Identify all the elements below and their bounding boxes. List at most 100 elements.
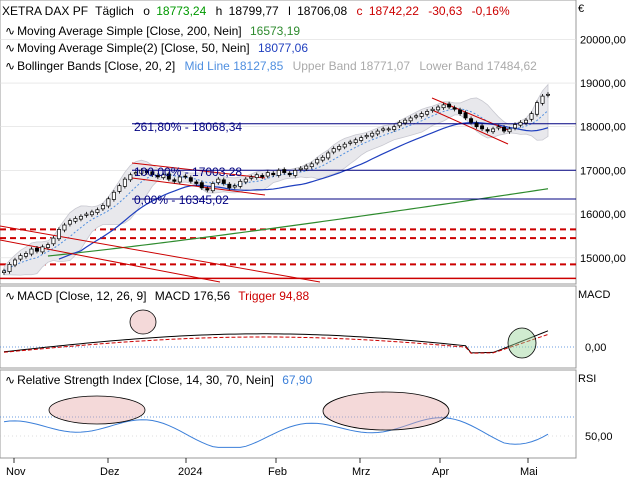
price-tick-label: 19000,00 bbox=[580, 78, 626, 90]
x-tick-label: Feb bbox=[268, 466, 287, 478]
candle-body bbox=[359, 137, 364, 141]
candle-body bbox=[463, 112, 468, 119]
ma50-legend: ∿ Moving Average Simple(2) [Close, 50, Ne… bbox=[5, 41, 308, 55]
candle-body bbox=[331, 148, 336, 153]
x-tick-label: Nov bbox=[6, 466, 26, 478]
candle-body bbox=[62, 224, 67, 231]
candle-body bbox=[183, 175, 188, 178]
candle-body bbox=[315, 159, 320, 164]
macd-panel bbox=[0, 285, 577, 369]
candle-body bbox=[386, 128, 391, 131]
candle-body bbox=[13, 259, 17, 266]
candle-body bbox=[276, 170, 281, 176]
candle-body bbox=[419, 113, 424, 117]
candle-body bbox=[210, 183, 215, 192]
candle-body bbox=[309, 163, 314, 168]
candle-body bbox=[56, 229, 61, 240]
candle-body bbox=[150, 171, 155, 176]
candle-body bbox=[29, 248, 34, 255]
candle-body bbox=[529, 113, 534, 120]
candle-body bbox=[78, 215, 83, 220]
candle-body bbox=[348, 141, 353, 144]
bb-label: Bollinger Bands [Close, 20, 2] bbox=[17, 59, 175, 73]
rsi-value: 67,90 bbox=[282, 373, 312, 387]
macd-highlight-ellipse bbox=[129, 309, 157, 335]
x-tick-label: Apr bbox=[432, 466, 449, 478]
x-tick-label: Mrz bbox=[352, 466, 370, 478]
candle-body bbox=[254, 174, 259, 178]
candle-body bbox=[403, 119, 408, 124]
header-l-value: 18706,08 bbox=[297, 4, 347, 18]
candle-body bbox=[194, 181, 199, 184]
fib-0-label: 0,00% - 16345,02 bbox=[134, 193, 229, 207]
candle-body bbox=[480, 125, 485, 130]
candle-body bbox=[430, 108, 435, 111]
candle-body bbox=[216, 178, 221, 183]
candle-body bbox=[23, 253, 28, 257]
rsi-50-tick: 50,00 bbox=[585, 431, 613, 443]
chart-header-line: XETRA DAX PF Täglich o 18773,24 h 18799,… bbox=[2, 4, 510, 18]
wave-icon: ∿ bbox=[5, 24, 15, 38]
header-l-label: l bbox=[288, 4, 291, 18]
macd-zero-tick: 0,00 bbox=[585, 342, 606, 354]
bollinger-band-fill bbox=[3, 83, 549, 276]
rsi-line bbox=[3, 417, 549, 448]
macd-legend: ∿ MACD [Close, 12, 26, 9] MACD 176,56 Tri… bbox=[5, 289, 310, 303]
header-o-label: o bbox=[143, 4, 150, 18]
candle-body bbox=[271, 172, 276, 176]
rsi-panel bbox=[0, 369, 577, 459]
candle-body bbox=[342, 143, 347, 148]
header-o-value: 18773,24 bbox=[156, 4, 206, 18]
candle-body bbox=[441, 104, 446, 109]
rsi-axis-title: RSI bbox=[578, 373, 596, 385]
candle-body bbox=[34, 247, 39, 252]
candle-body bbox=[496, 126, 501, 129]
candle-body bbox=[45, 244, 50, 248]
macd-label: MACD [Close, 12, 26, 9] bbox=[17, 289, 146, 303]
fibonacci-levels bbox=[132, 123, 576, 200]
price-tick-label: 16000,00 bbox=[580, 209, 626, 221]
candle-body bbox=[287, 172, 292, 176]
header-symbol: XETRA DAX PF bbox=[2, 4, 88, 18]
candle-body bbox=[205, 188, 210, 191]
price-panel bbox=[0, 0, 577, 285]
candle-body bbox=[84, 213, 89, 216]
candle-body bbox=[7, 263, 12, 272]
candle-body bbox=[188, 177, 193, 182]
candle-body bbox=[100, 205, 105, 210]
rsi-legend: ∿ Relative Strength Index [Close, 14, 30,… bbox=[5, 373, 313, 387]
candle-body bbox=[172, 179, 177, 182]
rsi-highlight-ellipse bbox=[48, 395, 146, 425]
candle-body bbox=[95, 209, 100, 213]
rsi-label: Relative Strength Index [Close, 14, 30, … bbox=[17, 373, 274, 387]
currency-symbol: € bbox=[578, 3, 584, 15]
candle-body bbox=[122, 178, 127, 187]
candle-body bbox=[436, 106, 441, 111]
candle-body bbox=[397, 121, 402, 127]
price-tick-label: 15000,00 bbox=[580, 253, 626, 265]
price-axis-ticks: 15000,00 16000,00 17000,00 18000,00 19000,00… bbox=[580, 34, 626, 264]
fib-261-label: 261,80% - 18068,34 bbox=[134, 120, 242, 134]
ma200-legend: ∿ Moving Average Simple [Close, 200, Nein… bbox=[5, 24, 300, 38]
header-interval: Täglich bbox=[95, 4, 134, 18]
candle-body bbox=[370, 132, 375, 137]
candle-body bbox=[51, 237, 56, 245]
bollinger-legend: ∿ Bollinger Bands [Close, 20, 2] Mid Line… bbox=[5, 59, 537, 73]
macd-trigger-value: Trigger 94,88 bbox=[238, 289, 309, 303]
candle-body bbox=[518, 121, 523, 126]
candle-body bbox=[474, 122, 479, 128]
candle-body bbox=[155, 175, 160, 178]
candle-body bbox=[513, 124, 518, 129]
candle-body bbox=[304, 165, 309, 170]
candle-body bbox=[243, 178, 248, 183]
candle-body bbox=[458, 109, 463, 114]
ma50-line bbox=[58, 121, 549, 260]
fib-100-label: 100,00% - 17003,28 bbox=[134, 165, 242, 179]
candle-body bbox=[128, 174, 133, 181]
wave-icon: ∿ bbox=[5, 289, 15, 303]
ma200-value: 16573,19 bbox=[250, 24, 300, 38]
ma200-label: Moving Average Simple [Close, 200, Nein] bbox=[17, 24, 242, 38]
candle-body bbox=[161, 174, 166, 178]
candle-body bbox=[139, 170, 144, 174]
bb-lower-value: Lower Band 17484,62 bbox=[419, 59, 537, 73]
